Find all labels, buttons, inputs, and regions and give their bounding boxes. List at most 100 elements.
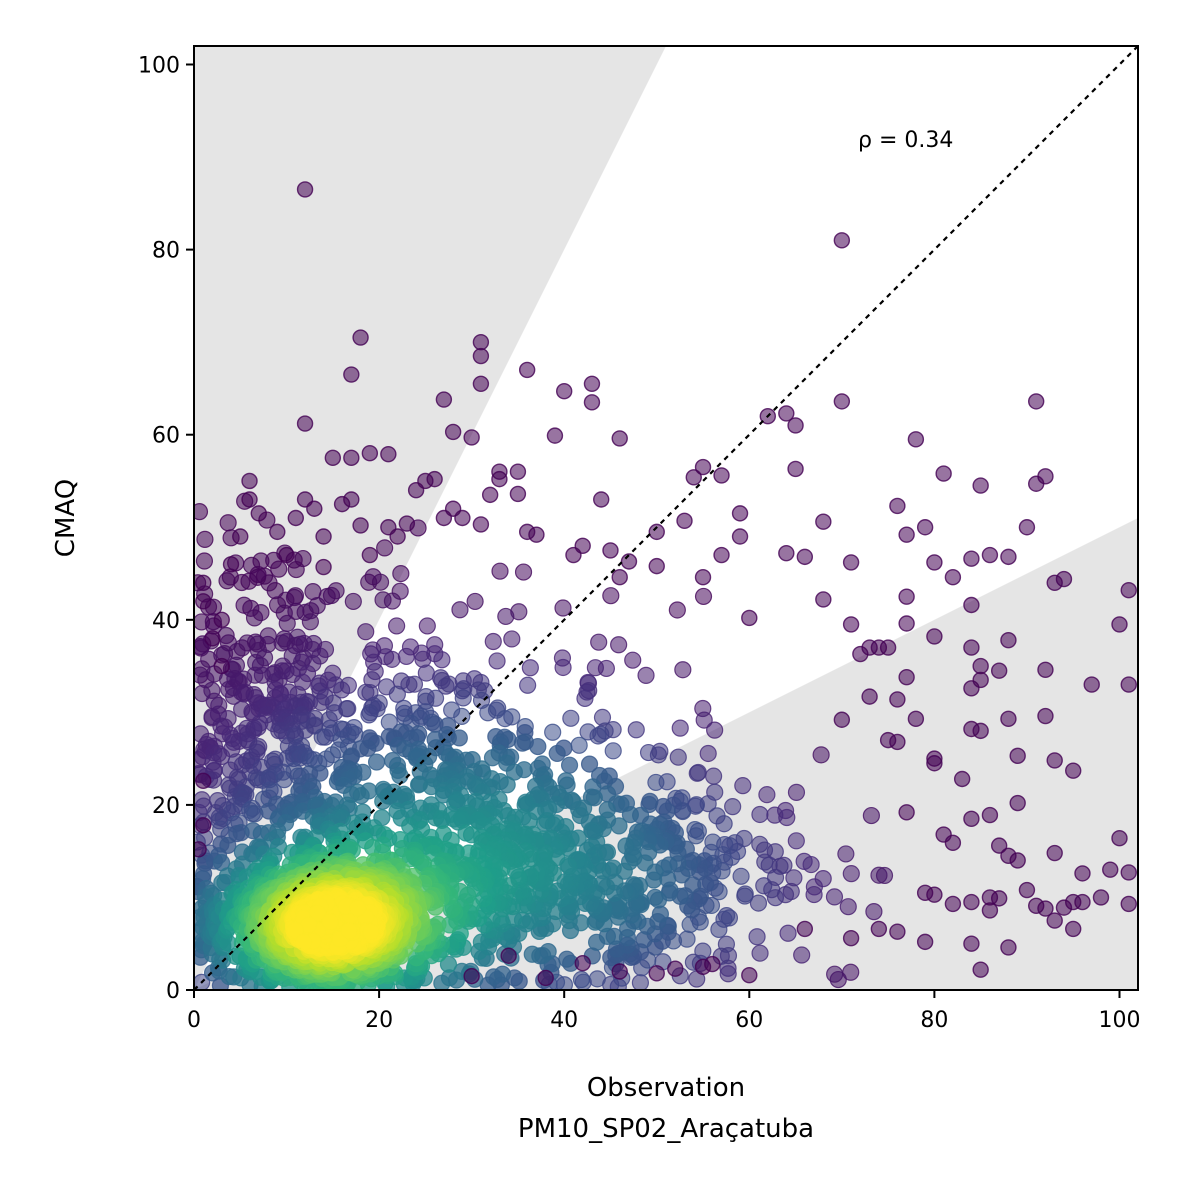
- density-point: [321, 913, 339, 931]
- density-point: [548, 744, 566, 763]
- density-point: [245, 609, 264, 627]
- scatter-point: [435, 391, 453, 408]
- scatter-point: [889, 497, 906, 515]
- scatter-point: [796, 548, 814, 566]
- density-point: [687, 827, 705, 845]
- density-point: [751, 835, 769, 853]
- scatter-point: [1120, 676, 1137, 693]
- scatter-point: [583, 375, 601, 393]
- scatter-point: [555, 383, 573, 400]
- scatter-point: [833, 711, 851, 728]
- scatter-point: [972, 671, 989, 689]
- scatter-point: [916, 933, 934, 951]
- density-point: [624, 651, 642, 669]
- density-point: [708, 807, 726, 825]
- density-point: [354, 763, 372, 781]
- density-point: [805, 878, 823, 896]
- density-point: [694, 942, 712, 960]
- density-point: [787, 832, 805, 850]
- density-point: [706, 721, 724, 739]
- density-point: [669, 748, 687, 766]
- density-point: [637, 666, 655, 684]
- scatter-point: [907, 431, 925, 448]
- scatter-point: [491, 470, 508, 488]
- scatter-point: [204, 630, 221, 647]
- scatter-point: [1055, 899, 1073, 916]
- density-point: [322, 586, 341, 605]
- scatter-point: [889, 733, 906, 751]
- scatter-point: [953, 770, 971, 788]
- density-point: [439, 955, 458, 973]
- scatter-point: [963, 810, 980, 827]
- density-point: [437, 677, 455, 695]
- density-point: [529, 737, 547, 756]
- density-point: [736, 885, 754, 903]
- scatter-point: [990, 662, 1008, 679]
- scatter-point: [611, 430, 628, 447]
- density-point: [479, 704, 497, 722]
- scatter-point: [1074, 893, 1091, 911]
- scatter-point: [704, 955, 721, 973]
- scatter-point: [944, 895, 962, 913]
- density-point: [367, 753, 386, 771]
- scatter-point: [731, 505, 749, 522]
- x-tick-label: 20: [365, 1008, 393, 1033]
- scatter-point: [990, 837, 1008, 854]
- scatter-point: [889, 923, 906, 940]
- scatter-point: [694, 569, 712, 586]
- density-point: [766, 806, 784, 824]
- density-point: [309, 904, 327, 922]
- density-point: [732, 867, 750, 885]
- density-point: [418, 617, 436, 635]
- density-point: [590, 633, 608, 651]
- scatter-point: [195, 593, 212, 610]
- scatter-point: [602, 542, 619, 559]
- scatter-point: [898, 668, 915, 686]
- scatter-point: [1000, 548, 1017, 566]
- density-point: [734, 777, 752, 795]
- scatter-point: [935, 465, 952, 482]
- scatter-point: [741, 966, 758, 984]
- scatter-point: [1120, 864, 1137, 881]
- scatter-point: [537, 969, 554, 987]
- scatter-point: [1065, 762, 1082, 779]
- density-point: [491, 562, 509, 580]
- density-point: [651, 905, 670, 923]
- density-point: [668, 601, 686, 619]
- scatter-point: [1065, 920, 1082, 938]
- scatter-point: [213, 657, 230, 675]
- scatter-point: [1000, 939, 1017, 956]
- scatter-point: [611, 963, 628, 980]
- density-point: [496, 709, 514, 728]
- scatter-point: [593, 491, 610, 508]
- scatter-point: [815, 591, 832, 608]
- density-point: [352, 787, 370, 805]
- scatter-point: [648, 523, 665, 541]
- scatter-point: [861, 688, 878, 705]
- scatter-point: [879, 639, 897, 656]
- scatter-point: [509, 485, 527, 503]
- density-point: [793, 946, 811, 964]
- scatter-point: [944, 569, 962, 586]
- x-tick-label: 40: [550, 1008, 578, 1033]
- density-point: [586, 659, 604, 677]
- density-point: [705, 767, 723, 785]
- scatter-point: [944, 834, 962, 852]
- scatter-point: [315, 558, 332, 576]
- scatter-point: [352, 329, 369, 346]
- scatter-point: [981, 546, 999, 564]
- scatter-point: [1009, 852, 1026, 869]
- scatter-point: [1074, 865, 1091, 882]
- scatter-point: [509, 463, 527, 480]
- scatter-point: [546, 427, 564, 444]
- density-point: [278, 614, 296, 632]
- density-point: [756, 853, 774, 871]
- scatter-point: [472, 375, 490, 393]
- scatter-point: [463, 429, 480, 446]
- density-point: [554, 599, 572, 617]
- density-point: [388, 617, 406, 635]
- density-point: [513, 734, 532, 752]
- scatter-point: [778, 405, 795, 422]
- density-point: [349, 899, 367, 917]
